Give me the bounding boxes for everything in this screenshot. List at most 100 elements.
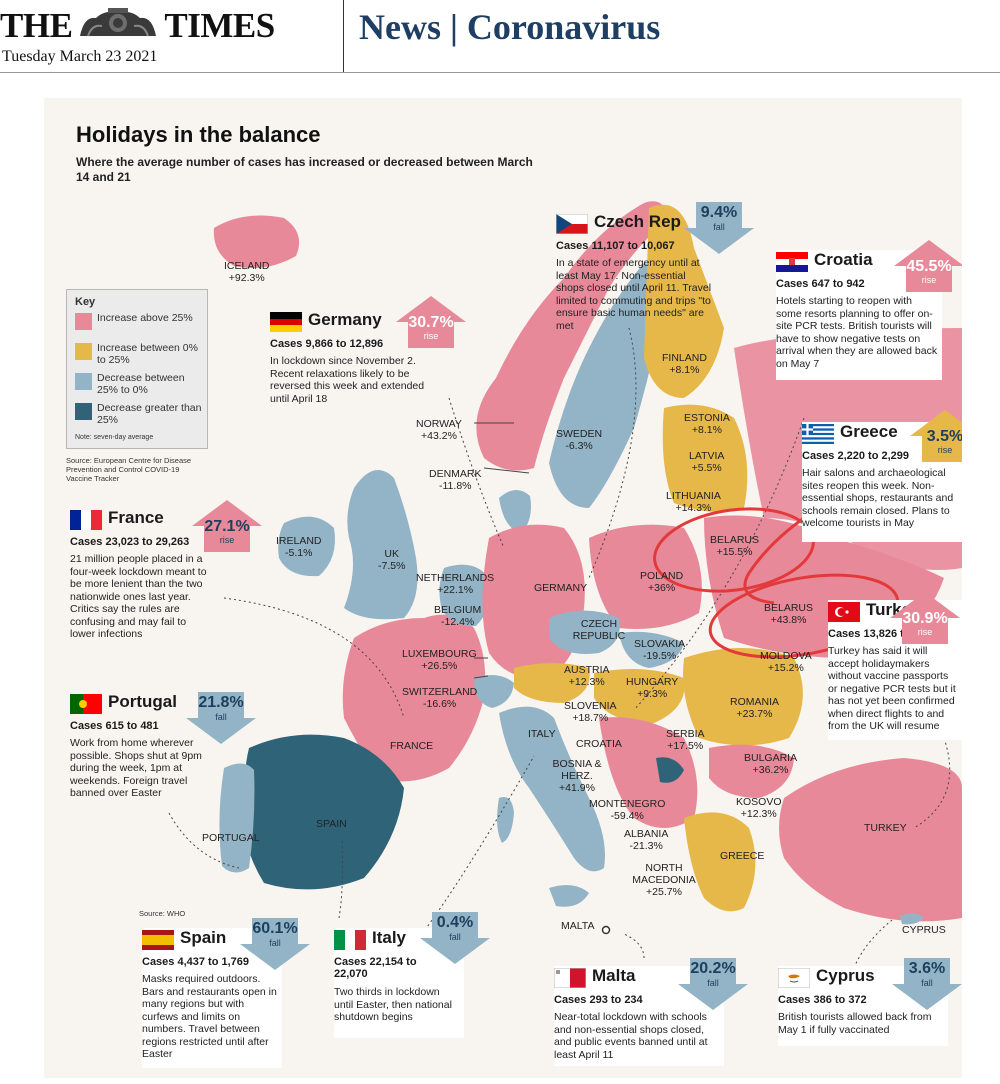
label-belarus-top: BELARUS +15.5% bbox=[710, 534, 760, 558]
map-key: Key Increase above 25% Increase between … bbox=[66, 289, 208, 449]
map-germany bbox=[482, 524, 585, 679]
label-austria: AUSTRIA +12.3% bbox=[564, 664, 610, 688]
card-greece: Greece Cases 2,220 to 2,299 Hair salons … bbox=[802, 422, 962, 542]
card-italy-name: Italy bbox=[372, 928, 407, 947]
label-netherlands: NETHERLANDS +22.1% bbox=[416, 572, 495, 596]
card-spain-name: Spain bbox=[180, 928, 227, 947]
map-greece bbox=[684, 812, 756, 912]
label-luxembourg: LUXEMBOURG +26.5% bbox=[402, 648, 477, 672]
key-label: Decrease greater than 25% bbox=[97, 402, 202, 426]
label-albania: ALBANIA -21.3% bbox=[624, 828, 669, 852]
royal-crest-icon bbox=[80, 8, 157, 37]
key-swatch bbox=[75, 313, 92, 330]
card-croatia-cases: Cases 647 to 942 bbox=[776, 278, 865, 290]
leader-lines bbox=[168, 327, 951, 969]
card-italy-cases: Cases 22,154 to 22,070 bbox=[334, 956, 417, 980]
arrow-spain-fall: 60.1% fall bbox=[240, 918, 310, 970]
arrow-turkey-rise: 30.9% rise bbox=[890, 592, 960, 644]
label-belarus-lower: BELARUS +43.8% bbox=[764, 602, 814, 626]
card-greece-cases: Cases 2,220 to 2,299 bbox=[802, 450, 910, 462]
section-separator: | bbox=[449, 7, 458, 47]
label-denmark: DENMARK -11.8% bbox=[429, 468, 482, 492]
label-iceland: ICELAND +92.3% bbox=[224, 260, 270, 284]
map-baltics bbox=[662, 404, 748, 512]
map-benelux bbox=[439, 564, 491, 627]
card-portugal-desc: Work from home wherever possible. Shops … bbox=[70, 737, 202, 799]
label-turkey: TURKEY bbox=[864, 822, 907, 834]
newspaper-header: THE TIMES Tuesday March 23 2021 News | C… bbox=[0, 0, 1000, 73]
publication-date: Tuesday March 23 2021 bbox=[2, 48, 158, 65]
card-spain-desc: Masks required outdoors. Bars and restau… bbox=[142, 973, 277, 1060]
card-malta-name: Malta bbox=[592, 966, 636, 985]
label-montenegro: MONTENEGRO -59.4% bbox=[589, 798, 666, 822]
key-swatch bbox=[75, 373, 92, 390]
label-switzerland: SWITZERLAND -16.6% bbox=[402, 686, 478, 710]
flag-france-icon bbox=[70, 510, 102, 530]
card-czech-desc: In a state of emergency until at least M… bbox=[556, 257, 712, 332]
map-norway bbox=[476, 201, 669, 471]
card-portugal-cases: Cases 615 to 481 bbox=[70, 720, 159, 732]
label-latvia: LATVIA +5.5% bbox=[689, 450, 725, 474]
card-france: France Cases 23,023 to 29,263 21 million… bbox=[70, 508, 210, 648]
arrow-greece-rise: 3.5% rise bbox=[910, 410, 962, 462]
card-croatia-desc: Hotels starting to reopen with some reso… bbox=[776, 295, 938, 370]
arrow-france-rise: 27.1% rise bbox=[192, 500, 262, 552]
card-greece-desc: Hair salons and archaeological sites reo… bbox=[802, 467, 954, 529]
map-ireland bbox=[278, 516, 335, 577]
label-bulgaria: BULGARIA +36.2% bbox=[744, 752, 798, 776]
label-uk: UK -7.5% bbox=[378, 548, 406, 572]
card-spain-cases: Cases 4,437 to 1,769 bbox=[142, 956, 250, 968]
masthead-word-left: THE bbox=[0, 6, 73, 45]
map-malta-dot bbox=[601, 925, 611, 935]
label-germany: GERMANY bbox=[534, 582, 588, 594]
label-czech: CZECH REPUBLIC bbox=[572, 618, 626, 642]
map-sweden bbox=[549, 263, 660, 508]
map-spain bbox=[243, 734, 404, 890]
source-ecdc: Source: European Centre for Disease Prev… bbox=[66, 456, 192, 483]
flag-greece-icon bbox=[802, 424, 834, 444]
label-north-macedonia: NORTH MACEDONIA +25.7% bbox=[632, 862, 696, 898]
label-greece: GREECE bbox=[720, 850, 765, 862]
flag-czech-icon bbox=[556, 214, 588, 234]
label-estonia: ESTONIA +8.1% bbox=[684, 412, 730, 436]
infographic: Holidays in the balance Where the averag… bbox=[44, 98, 962, 1078]
card-czech-cases: Cases 11,107 to 10,067 bbox=[556, 240, 675, 252]
masthead-word-right: TIMES bbox=[164, 6, 275, 45]
label-hungary: HUNGARY +9.3% bbox=[626, 676, 679, 700]
flag-turkey-icon bbox=[828, 602, 860, 622]
label-poland: POLAND +36% bbox=[640, 570, 684, 594]
card-germany-desc: In lockdown since November 2. Recent rel… bbox=[270, 355, 425, 405]
arrow-croatia-rise: 45.5% rise bbox=[894, 240, 962, 292]
arrow-italy-fall: 0.4% fall bbox=[420, 912, 490, 964]
map-portugal bbox=[219, 763, 255, 873]
key-swatch bbox=[75, 343, 92, 360]
map-switzerland bbox=[474, 674, 514, 708]
flag-italy-icon bbox=[334, 930, 366, 950]
card-cyprus-name: Cyprus bbox=[816, 966, 875, 985]
arrow-portugal-fall: 21.8% fall bbox=[186, 692, 256, 744]
label-ireland: IRELAND -5.1% bbox=[276, 535, 322, 559]
card-malta-cases: Cases 293 to 234 bbox=[554, 994, 643, 1006]
arrow-germany-rise: 30.7% rise bbox=[396, 296, 466, 348]
label-croatia: CROATIA bbox=[576, 738, 622, 750]
map-denmark bbox=[499, 489, 531, 533]
map-poland bbox=[589, 524, 702, 629]
card-czech: Czech Rep Cases 11,107 to 10,067 In a st… bbox=[556, 212, 716, 362]
card-italy-desc: Two thirds in lockdown until Easter, the… bbox=[334, 986, 452, 1023]
card-greece-name: Greece bbox=[840, 422, 898, 441]
card-germany: Germany Cases 9,866 to 12,896 In lockdow… bbox=[270, 310, 450, 410]
card-france-cases: Cases 23,023 to 29,263 bbox=[70, 536, 190, 548]
section-news[interactable]: News bbox=[359, 7, 441, 47]
section-coronavirus[interactable]: Coronavirus bbox=[466, 7, 661, 47]
label-sweden: SWEDEN -6.3% bbox=[556, 428, 603, 452]
map-italy bbox=[499, 706, 605, 872]
card-france-name: France bbox=[108, 508, 164, 527]
map-slovakia bbox=[619, 631, 684, 668]
section-title: News | Coronavirus bbox=[359, 6, 660, 48]
card-germany-cases: Cases 9,866 to 12,896 bbox=[270, 338, 384, 350]
europe-map bbox=[44, 98, 962, 1078]
label-france: FRANCE bbox=[390, 740, 434, 752]
key-note: Note: seven-day average bbox=[75, 434, 154, 441]
masthead: THE TIMES bbox=[0, 6, 275, 46]
map-montenegro bbox=[656, 757, 684, 783]
